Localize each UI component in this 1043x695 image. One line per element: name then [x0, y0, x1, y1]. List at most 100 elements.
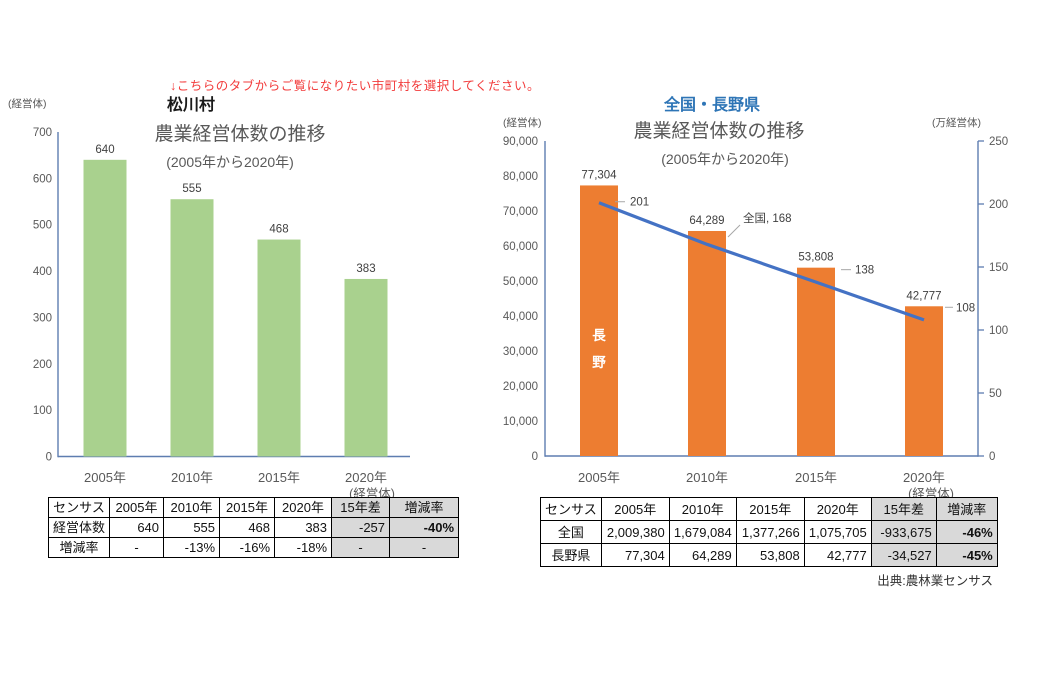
right-y-tick-label: 250	[989, 136, 1008, 148]
bar-2010年	[688, 230, 726, 456]
national-nagano-combo-chart: (経営体) (万経営体) 農業経営体数の推移 (2005年から2020年) 0 10,00…	[503, 116, 1008, 501]
header-cell: 2015年	[735, 497, 805, 521]
chart-subtitle: (2005年から2020年)	[166, 154, 294, 170]
table-row: 長野県 77,304 64,289 53,808 42,777 -34,527 -45%	[540, 543, 998, 567]
table-cell: -933,675	[870, 520, 937, 544]
bar-2005年	[580, 185, 618, 456]
left-y-tick-label: 60,000	[503, 241, 538, 253]
left-y-tick-label: 30,000	[503, 346, 538, 358]
tab-select-instruction: ↓こちらのタブからご覧になりたい市町村を選択してください。	[170, 79, 541, 93]
header-cell: 2005年	[600, 497, 670, 521]
table-cell: 増減率	[47, 537, 111, 558]
header-cell: 2020年	[803, 497, 872, 521]
right-y-tick-label: 100	[989, 325, 1008, 337]
header-cell: 15年差	[870, 497, 937, 521]
header-cell: 増減率	[389, 497, 460, 518]
table-row: 増減率 - -13% -16% -18% - -	[47, 537, 460, 558]
left-y-tick-label: 90,000	[503, 136, 538, 148]
table-cell: -40%	[389, 517, 460, 538]
table-row: 全国 2,009,380 1,679,084 1,377,266 1,075,705 -9…	[540, 520, 998, 544]
line-series-label: 全国, 168	[743, 211, 792, 225]
left-y-tick-label: 50,000	[503, 276, 538, 288]
y-tick-label: 0	[46, 452, 52, 464]
source-note: 出典:農林業センサス	[877, 574, 993, 588]
header-cell: センサス	[540, 497, 602, 521]
y-tick-label: 100	[33, 405, 52, 417]
left-table-wrap: センサス 2005年 2010年 2015年 2020年 15年差 増減率 経営体数 640 55…	[47, 497, 460, 558]
x-tick-label: 2005年	[578, 470, 620, 485]
bar-2010年	[170, 199, 214, 457]
bar-series-inside-label: 長野	[592, 328, 606, 370]
header-cell: 2010年	[668, 497, 737, 521]
table-cell: -16%	[219, 537, 276, 558]
table-header-row: センサス 2005年 2010年 2015年 2020年 15年差 増減率	[540, 497, 998, 521]
left-y-tick-label: 40,000	[503, 311, 538, 323]
bar-value-label: 640	[95, 144, 114, 156]
table-cell: 1,075,705	[803, 520, 872, 544]
left-y-axis-unit: (経営体)	[503, 116, 542, 129]
table-cell: 383	[274, 517, 333, 538]
bar-value-label: 64,289	[689, 215, 724, 227]
table-cell: 468	[219, 517, 276, 538]
table-cell: -18%	[274, 537, 333, 558]
bar-2005年	[83, 159, 127, 457]
x-tick-label: 2015年	[795, 470, 837, 485]
header-cell: 2010年	[163, 497, 221, 518]
bar-value-label: 53,808	[798, 252, 833, 264]
table-cell: -34,527	[870, 543, 937, 567]
table-cell: 1,679,084	[668, 520, 737, 544]
x-tick-label: 2015年	[258, 470, 300, 485]
left-y-tick-label: 0	[532, 451, 538, 463]
header-cell: 2015年	[219, 497, 276, 518]
line-point-label: 201	[630, 197, 649, 209]
header-cell: 2020年	[274, 497, 333, 518]
line-point-label: 108	[956, 302, 975, 314]
table-cell: 53,808	[735, 543, 805, 567]
right-chart-heading: 全国・長野県	[664, 97, 761, 114]
table-cell: 77,304	[600, 543, 670, 567]
left-y-axis-unit: (経営体)	[8, 97, 47, 110]
y-tick-label: 400	[33, 266, 52, 278]
header-cell: 増減率	[935, 497, 998, 521]
bar-value-label: 42,777	[906, 290, 941, 302]
left-y-tick-label: 20,000	[503, 381, 538, 393]
header-cell: センサス	[47, 497, 111, 518]
left-y-tick-label: 70,000	[503, 206, 538, 218]
x-tick-label: 2010年	[686, 470, 728, 485]
chart-title: 農業経営体数の推移	[154, 123, 325, 145]
right-y-tick-label: 0	[989, 451, 995, 463]
table-header-row: センサス 2005年 2010年 2015年 2020年 15年差 増減率	[47, 497, 460, 518]
bar-value-label: 77,304	[581, 169, 617, 181]
right-table-wrap: センサス 2005年 2010年 2015年 2020年 15年差 増減率 全国 2,009,3…	[540, 497, 998, 567]
right-y-tick-label: 200	[989, 199, 1008, 211]
bar-2015年	[797, 267, 835, 456]
national-trend-line	[598, 201, 925, 322]
national-nagano-table: センサス 2005年 2010年 2015年 2020年 15年差 増減率 全国 2,009,3…	[540, 497, 998, 567]
table-cell: -	[331, 537, 391, 558]
village-bar-chart: (経営体) 農業経営体数の推移 (2005年から2020年) 0 100 200 300 40…	[8, 97, 410, 501]
left-y-tick-label: 10,000	[503, 416, 538, 428]
table-cell: 555	[163, 517, 221, 538]
table-cell: 640	[109, 517, 165, 538]
table-cell: -257	[331, 517, 391, 538]
x-tick-label: 2010年	[171, 470, 213, 485]
table-cell: 42,777	[803, 543, 872, 567]
table-cell: -46%	[935, 520, 998, 544]
bar-value-label: 555	[182, 183, 201, 195]
line-point-label: 138	[855, 265, 874, 277]
table-cell: 64,289	[668, 543, 737, 567]
y-tick-label: 700	[33, 127, 52, 139]
header-cell: 2005年	[109, 497, 165, 518]
leader-line	[727, 224, 741, 238]
table-cell: 1,377,266	[735, 520, 805, 544]
chart-title: 農業経営体数の推移	[633, 120, 804, 142]
x-tick-label: 2020年	[903, 470, 945, 485]
right-y-tick-label: 150	[989, 262, 1008, 274]
bar-value-label: 468	[269, 224, 288, 236]
table-cell: 全国	[540, 520, 602, 544]
left-y-tick-label: 80,000	[503, 171, 538, 183]
right-y-tick-label: 50	[989, 388, 1002, 400]
bar-value-label: 383	[356, 263, 375, 275]
x-tick-label: 2020年	[345, 470, 387, 485]
